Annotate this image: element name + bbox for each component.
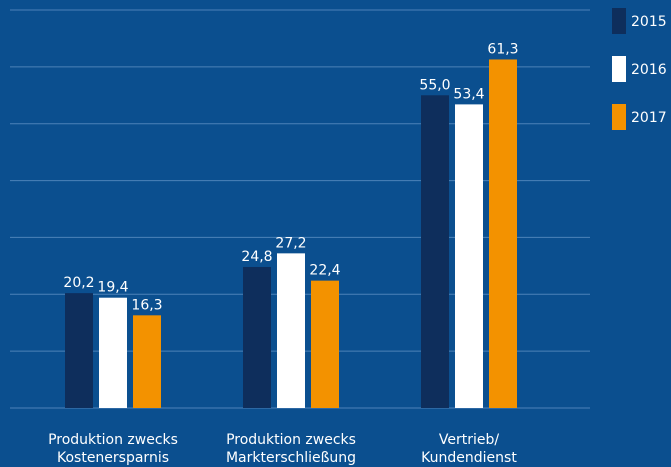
- bar: [489, 59, 517, 409]
- bar: [311, 280, 339, 408]
- legend-swatch: [612, 8, 626, 34]
- value-label: 20,2: [63, 275, 94, 291]
- bar: [277, 253, 305, 408]
- bar: [243, 266, 271, 408]
- value-label: 53,4: [453, 86, 484, 102]
- x-tick-label: Vertrieb/: [439, 432, 499, 448]
- x-tick-label: Produktion zwecks: [48, 432, 178, 448]
- value-label: 19,4: [97, 280, 128, 296]
- bar: [421, 95, 449, 409]
- value-label: 24,8: [241, 249, 272, 265]
- legend-swatch: [612, 56, 626, 82]
- x-tick-label: Kundendienst: [421, 450, 517, 466]
- legend-label: 2015: [631, 14, 667, 30]
- legend-label: 2017: [631, 110, 667, 126]
- x-tick-label: Markterschließung: [226, 450, 356, 466]
- bar: [99, 297, 127, 408]
- x-tick-label: Kostenersparnis: [57, 450, 169, 466]
- value-label: 22,4: [309, 263, 340, 279]
- bar: [133, 315, 161, 408]
- value-label: 16,3: [131, 297, 162, 313]
- x-tick-label: Produktion zwecks: [226, 432, 356, 448]
- legend-swatch: [612, 104, 626, 130]
- legend-label: 2016: [631, 62, 667, 78]
- value-label: 61,3: [487, 41, 518, 57]
- value-label: 27,2: [275, 235, 306, 251]
- value-label: 55,0: [419, 77, 450, 93]
- bar: [455, 104, 483, 408]
- bar: [65, 293, 93, 408]
